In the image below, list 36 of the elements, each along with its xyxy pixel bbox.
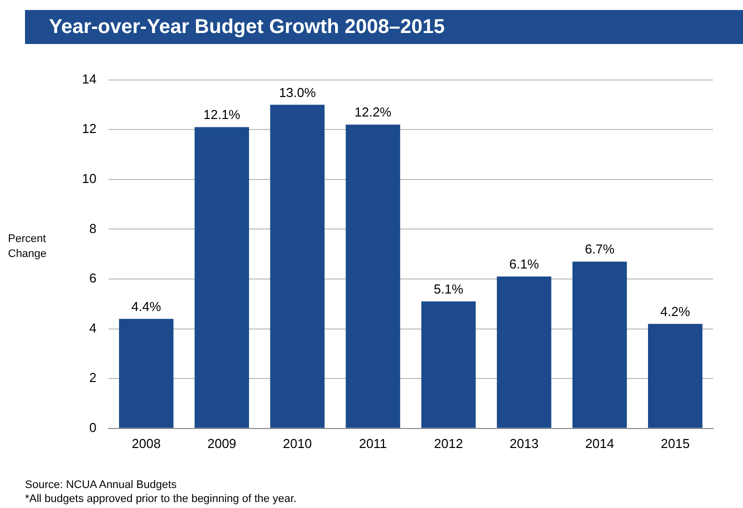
x-tick-label: 2014 <box>585 436 614 451</box>
data-label: 4.4% <box>131 298 162 314</box>
y-tick-label: 12 <box>82 121 96 136</box>
bar <box>648 324 702 428</box>
bar <box>119 318 174 428</box>
bar <box>572 262 627 428</box>
x-tick-label: 2010 <box>282 436 312 451</box>
y-tick-label: 10 <box>82 170 96 186</box>
x-tick-label: 2008 <box>132 436 161 451</box>
data-label: 4.2% <box>660 304 690 319</box>
x-tick-label: 2012 <box>434 436 463 451</box>
data-label: 6.1% <box>509 256 540 272</box>
y-tick-label: 4 <box>89 320 96 336</box>
y-tick-label: 0 <box>89 420 96 435</box>
data-label: 12.1% <box>203 107 241 122</box>
bar <box>194 127 250 428</box>
data-label: 6.7% <box>584 242 615 257</box>
bar <box>421 301 476 428</box>
y-tick-label: 6 <box>89 270 96 286</box>
data-label: 12.2% <box>354 104 392 120</box>
y-tick-label: 14 <box>82 71 96 86</box>
bar <box>270 104 325 428</box>
bar <box>496 276 552 428</box>
y-tick-label: 8 <box>89 220 96 236</box>
x-tick-label: 2015 <box>660 436 690 451</box>
x-tick-label: 2013 <box>510 436 539 451</box>
text: *All budgets approved prior to the beginning of the year. <box>25 492 297 506</box>
x-tick-label: 2009 <box>207 436 236 451</box>
chart-title: Year-over-Year Budget Growth 2008–2015 <box>25 10 743 44</box>
bar <box>346 124 400 428</box>
source-note: Source: NCUA Annual Budgets <box>25 478 178 492</box>
y-axis-title: Percent Change <box>8 232 48 262</box>
x-tick-label: 2011 <box>358 436 387 451</box>
data-label: 5.1% <box>434 281 464 296</box>
data-label: 13.0% <box>278 84 316 100</box>
y-tick-label: 2 <box>89 370 96 386</box>
